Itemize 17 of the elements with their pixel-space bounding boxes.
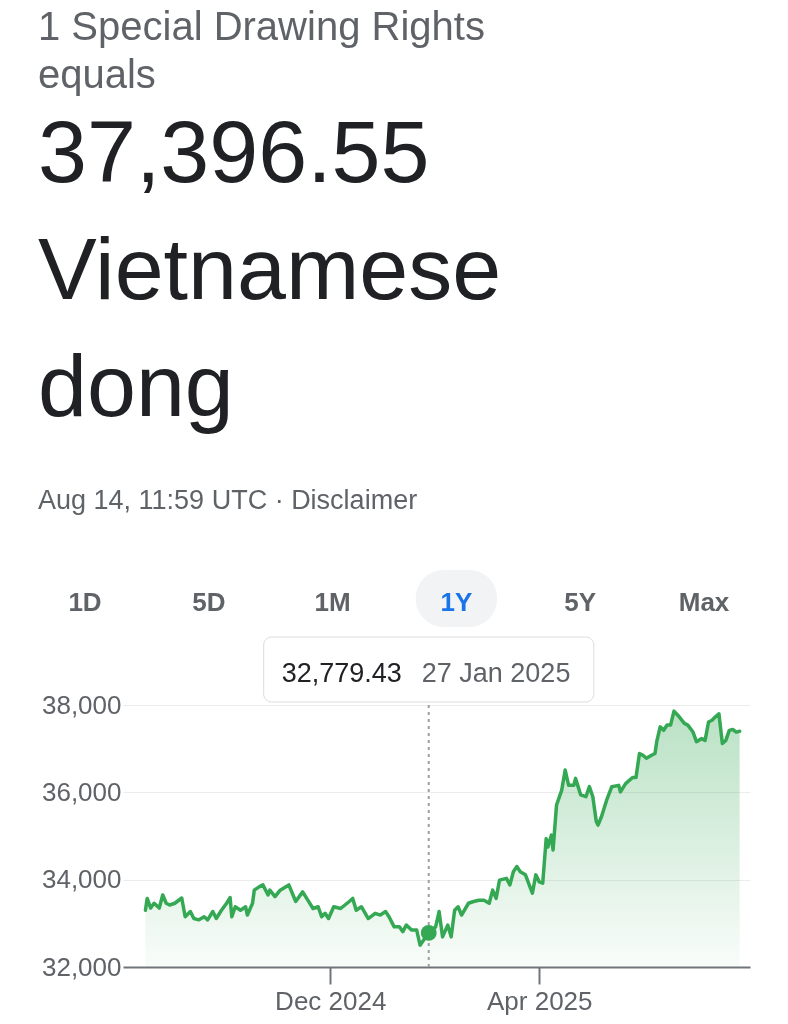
y-tick-label: 32,000 — [41, 951, 122, 982]
text: 32,779.43 — [281, 658, 402, 688]
text: 1Y — [440, 587, 473, 617]
x-tick-label: Dec 2024 — [275, 985, 387, 1016]
y-tick-label: 38,000 — [41, 689, 122, 720]
text: Max — [678, 587, 730, 617]
chart-subtitle: 37,396.55 Vietnamese dong — [38, 102, 502, 435]
text: 5Y — [564, 587, 597, 617]
x-tick-label: Apr 2025 — [487, 985, 593, 1016]
text: 5D — [192, 587, 226, 617]
y-tick-label: 34,000 — [41, 864, 122, 895]
y-tick-label: 36,000 — [41, 776, 122, 807]
chart-title: 1 Special Drawing Rights equals — [38, 4, 485, 96]
text: 1M — [314, 587, 351, 617]
text: 27 Jan 2025 — [421, 658, 571, 688]
text: Aug 14, 11:59 UTC · Disclaimer — [38, 485, 418, 515]
text: 1D — [68, 587, 102, 617]
